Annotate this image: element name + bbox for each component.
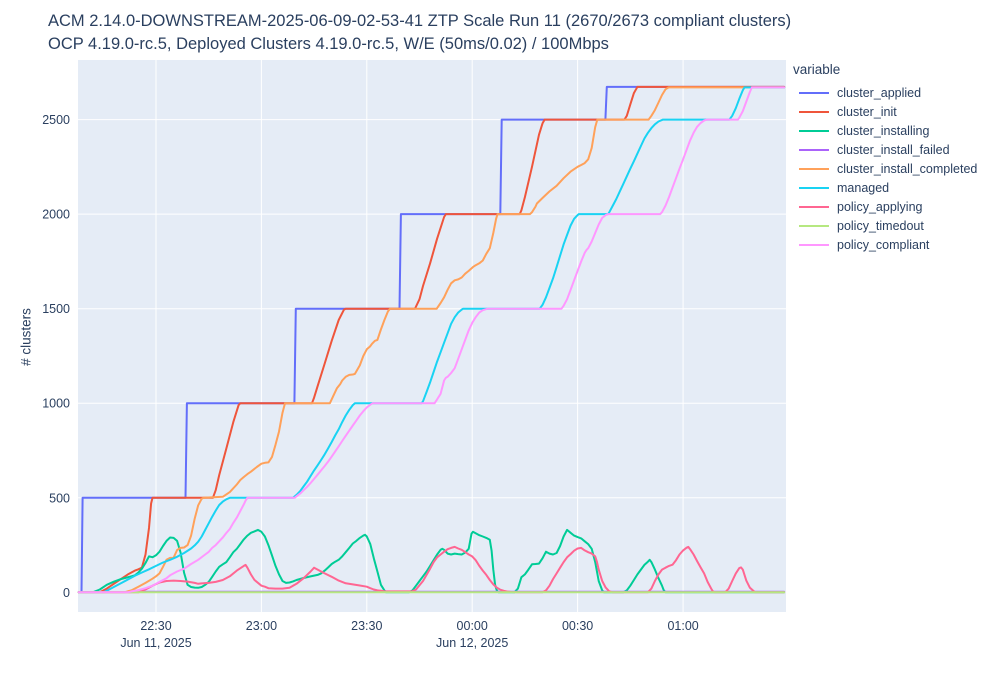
y-tick-label: 2000 [42,208,70,222]
series-line-cluster_init [77,85,786,594]
x-tick-date-label: Jun 11, 2025 [120,636,191,650]
legend-label: cluster_installing [837,123,930,138]
legend-swatch-cluster_install_failed [799,148,829,151]
legend-swatch-cluster_init [799,110,829,113]
x-tick-label: 22:30 [140,619,171,633]
legend: variable cluster_applied cluster_init clus… [793,62,977,254]
legend-label: managed [837,180,890,195]
legend-item-policy_applying[interactable]: policy_applying [793,197,977,216]
series-line-policy_applying [77,545,786,594]
legend-item-cluster_applied[interactable]: cluster_applied [793,83,977,102]
legend-items: cluster_applied cluster_init cluster_insta… [793,83,977,254]
y-tick-label: 2500 [42,113,70,127]
y-axis-title: # clusters [18,308,34,366]
legend-item-cluster_install_failed[interactable]: cluster_install_failed [793,140,977,159]
series-line-cluster_installing [77,528,786,594]
legend-swatch-cluster_installing [799,129,829,132]
y-tick-label: 0 [63,586,70,600]
chart-title-line1: ACM 2.14.0-DOWNSTREAM-2025-06-09-02-53-4… [48,12,792,30]
chart-title: ACM 2.14.0-DOWNSTREAM-2025-06-09-02-53-4… [48,10,791,56]
series-line-policy_compliant [77,86,786,594]
x-tick-date-label: Jun 12, 2025 [436,636,508,650]
series-line-cluster_install_completed [77,86,786,594]
legend-label: policy_applying [837,199,923,214]
legend-label: policy_timedout [837,218,924,233]
x-tick-label: 00:00 [457,619,488,633]
legend-label: policy_compliant [837,237,930,252]
x-tick-label: 01:00 [667,619,698,633]
series-line-managed [77,86,786,594]
y-tick-label: 1500 [42,302,70,316]
legend-label: cluster_applied [837,85,922,100]
legend-label: cluster_init [837,104,897,119]
legend-swatch-cluster_install_completed [799,167,829,170]
y-tick-label: 1000 [42,397,70,411]
x-tick-label: 23:30 [351,619,382,633]
x-tick-label: 00:30 [562,619,593,633]
chart-title-line2: OCP 4.19.0-rc.5, Deployed Clusters 4.19.… [48,35,609,53]
legend-label: cluster_install_completed [837,161,978,176]
y-tick-label: 500 [49,491,70,505]
legend-item-managed[interactable]: managed [793,178,977,197]
legend-item-policy_compliant[interactable]: policy_compliant [793,235,977,254]
legend-swatch-cluster_applied [799,91,829,94]
legend-swatch-policy_applying [799,205,829,208]
legend-item-policy_timedout[interactable]: policy_timedout [793,216,977,235]
legend-swatch-policy_compliant [799,243,829,246]
legend-item-cluster_installing[interactable]: cluster_installing [793,121,977,140]
legend-item-cluster_install_completed[interactable]: cluster_install_completed [793,159,977,178]
legend-swatch-managed [799,186,829,189]
legend-swatch-policy_timedout [799,224,829,227]
legend-title: variable [793,62,841,77]
x-tick-label: 23:00 [246,619,277,633]
legend-item-cluster_init[interactable]: cluster_init [793,102,977,121]
legend-label: cluster_install_failed [837,142,950,157]
plot-area [78,60,786,612]
